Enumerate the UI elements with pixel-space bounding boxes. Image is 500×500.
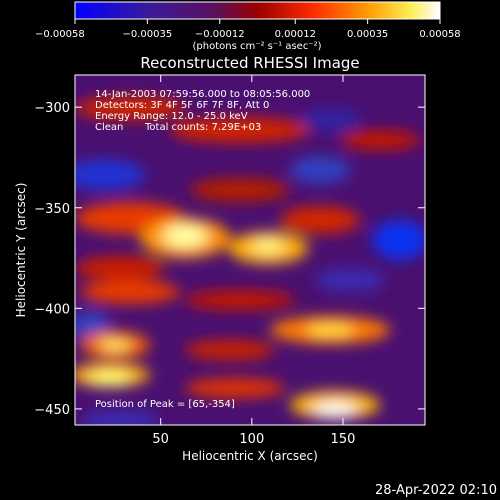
heatmap-image: [75, 75, 425, 425]
x-axis-label: Heliocentric X (arcsec): [182, 449, 318, 463]
colorbar-gradient: [74, 1, 441, 20]
annotations: 14-Jan-2003 07:59:56.000 to 08:05:56.000…: [95, 89, 310, 410]
colorbar-tick-label: −0.00058: [35, 29, 85, 40]
y-tick-label: −450: [34, 403, 70, 418]
method-annotation: Clean: [95, 122, 123, 133]
chart-title: Reconstructed RHESSI Image: [140, 54, 359, 72]
footer-timestamp: 28-Apr-2022 02:10: [375, 483, 497, 498]
peak-annotation: Position of Peak = [65,-354]: [95, 399, 235, 410]
y-tick-label: −300: [34, 101, 70, 116]
y-tick-label: −350: [34, 202, 70, 217]
y-tick-label: −400: [34, 302, 70, 317]
colorbar-unit-label: (photons cm⁻² s⁻¹ asec⁻²): [192, 41, 321, 52]
y-axis-label: Heliocentric Y (arcsec): [14, 183, 28, 318]
colorbar-tick-label: 0.00035: [347, 29, 388, 40]
counts-annotation: Total counts: 7.29E+03: [144, 122, 261, 133]
colorbar-tick-label: 0.00012: [275, 29, 316, 40]
time-range-annotation: 14-Jan-2003 07:59:56.000 to 08:05:56.000: [95, 89, 310, 100]
x-tick-label: 150: [331, 432, 356, 447]
plot-frame: [74, 74, 426, 426]
colorbar-tick-label: −0.00012: [195, 29, 245, 40]
x-tick-label: 50: [152, 432, 169, 447]
x-tick-label: 100: [239, 432, 264, 447]
detectors-annotation: Detectors: 3F 4F 5F 6F 7F 8F, Att 0: [95, 100, 269, 111]
colorbar-tick-label: 0.00058: [419, 29, 460, 40]
y-axis: −300 −350 −400 −450: [34, 101, 425, 418]
colorbar: −0.00058 −0.00035 −0.00012 0.00012 0.00035 0.…: [35, 1, 461, 52]
energy-annotation: Energy Range: 12.0 - 25.0 keV: [95, 111, 248, 122]
x-axis: 50 100 150: [152, 75, 355, 447]
colorbar-tick-label: −0.00035: [123, 29, 173, 40]
colorbar-ticks: −0.00058 −0.00035 −0.00012 0.00012 0.00035 0.…: [35, 19, 461, 40]
